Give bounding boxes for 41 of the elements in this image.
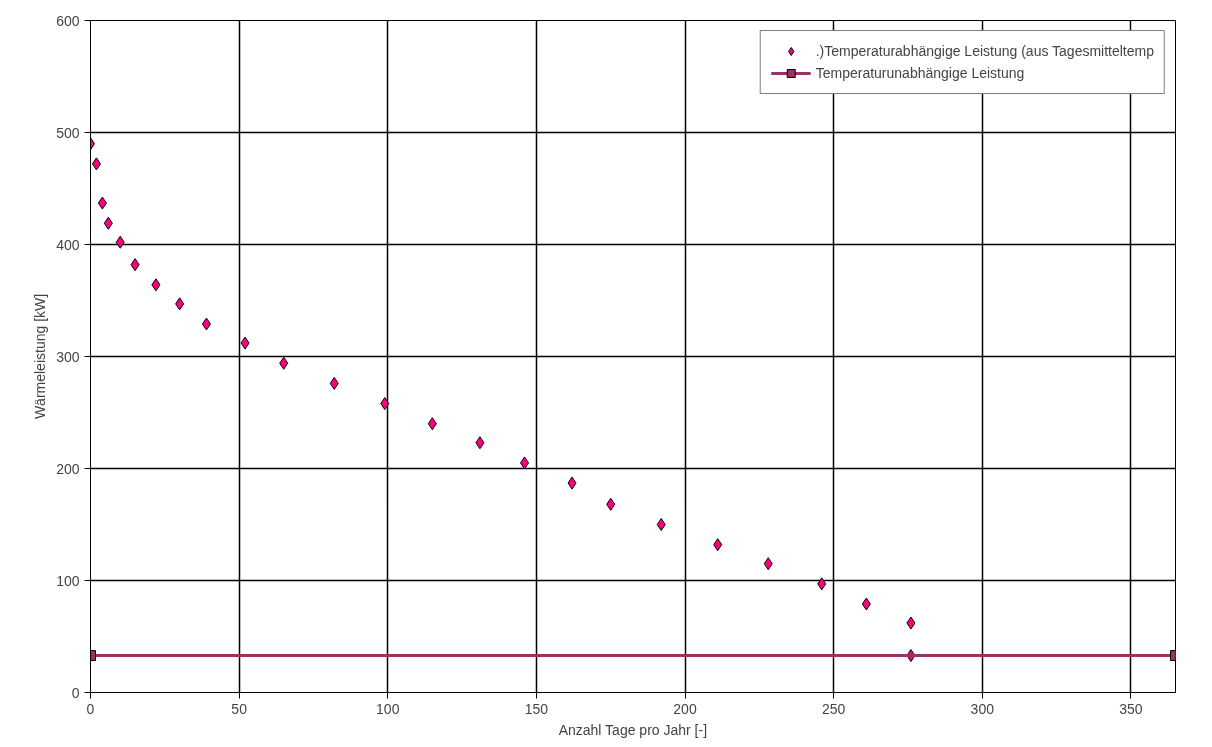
x-tick-label: 200 [673, 700, 697, 717]
point [175, 297, 185, 311]
y-tick-label: 100 [56, 572, 80, 589]
point [240, 336, 250, 350]
x-tick-label: 350 [1119, 700, 1143, 717]
point [151, 278, 161, 292]
point [279, 356, 289, 370]
point [115, 235, 125, 249]
legend-label: Temperaturunabhängige Leistung [815, 65, 1025, 81]
point [97, 196, 107, 210]
y-tick-label: 0 [71, 684, 80, 701]
x-tick-label: 150 [524, 700, 549, 717]
point [567, 476, 577, 490]
legend-label: .)Temperaturabhängige Leistung (aus Tagesmitteltemp [815, 43, 1154, 59]
point [91, 157, 101, 171]
point [606, 497, 616, 511]
point [763, 557, 773, 571]
x-tick-label: 250 [821, 700, 846, 717]
point [329, 376, 339, 390]
point [103, 216, 113, 230]
x-axis-title: Anzahl Tage pro Jahr [-] [558, 721, 708, 738]
y-tick-label: 200 [56, 460, 80, 477]
point [713, 538, 723, 552]
y-tick-label: 500 [56, 124, 80, 141]
point [861, 597, 871, 611]
point [906, 616, 916, 630]
y-tick-label: 400 [56, 236, 80, 253]
point [817, 577, 827, 591]
y-tick-label: 300 [56, 348, 80, 365]
x-tick-label: 300 [970, 700, 995, 717]
y-axis-title: Wärmeleistung [kW] [32, 293, 49, 420]
point [427, 417, 437, 431]
point [475, 436, 485, 450]
point [656, 518, 666, 531]
x-tick-label: 50 [231, 700, 248, 717]
y-tick-label: 600 [56, 12, 80, 29]
x-tick-label: 0 [86, 700, 95, 717]
x-tick-label: 100 [376, 700, 400, 717]
point [201, 317, 211, 331]
point [380, 397, 390, 411]
point [130, 258, 140, 272]
